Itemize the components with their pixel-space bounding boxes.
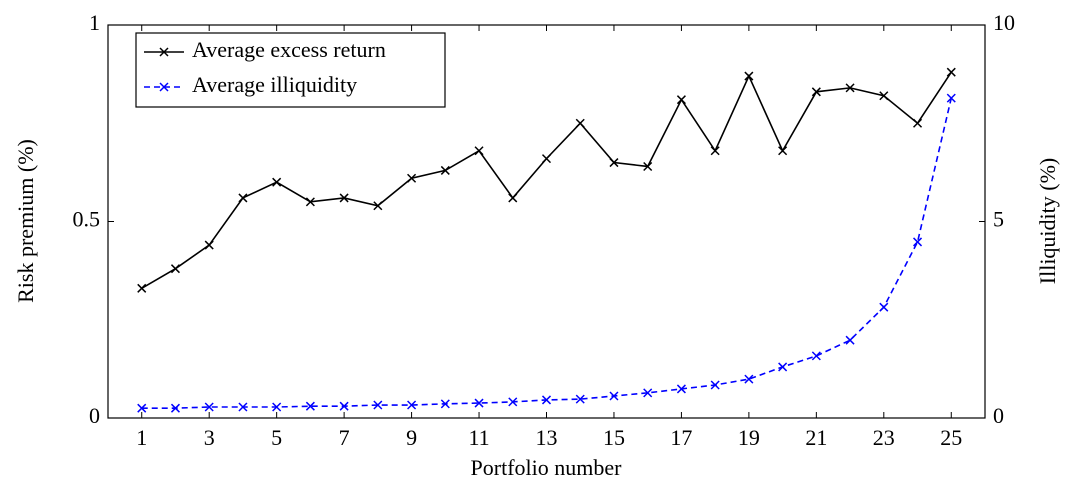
point-marker xyxy=(339,193,349,203)
point-marker xyxy=(137,283,147,293)
point-marker xyxy=(811,351,821,361)
y-axis-label: Risk premium (%) xyxy=(13,139,38,303)
point-marker xyxy=(474,398,484,408)
x-tick-label: 25 xyxy=(940,425,962,450)
point-marker xyxy=(541,154,552,164)
point-marker xyxy=(643,388,653,398)
y-tick-label: 1 xyxy=(89,10,100,35)
point-marker xyxy=(609,158,619,168)
x-tick-label: 5 xyxy=(271,425,282,450)
y2-tick-label: 5 xyxy=(993,207,1004,232)
x-tick-label: 21 xyxy=(805,425,827,450)
x-tick-label: 1 xyxy=(136,425,147,450)
point-marker xyxy=(676,384,686,394)
point-marker xyxy=(204,240,214,250)
point-marker xyxy=(137,403,147,413)
legend-marker xyxy=(159,47,169,57)
point-marker xyxy=(170,403,180,413)
point-marker xyxy=(575,394,585,404)
y-tick-label: 0.5 xyxy=(73,207,101,232)
point-marker xyxy=(575,118,585,128)
x-tick-label: 3 xyxy=(204,425,215,450)
point-marker xyxy=(710,146,720,156)
x-tick-label: 7 xyxy=(339,425,350,450)
point-marker xyxy=(305,197,315,207)
point-marker xyxy=(744,71,754,81)
x-axis-label: Portfolio number xyxy=(471,455,623,480)
point-marker xyxy=(913,237,923,247)
x-tick-label: 13 xyxy=(536,425,558,450)
point-marker xyxy=(339,401,349,411)
point-marker xyxy=(508,397,518,407)
point-marker xyxy=(946,67,956,77)
point-marker xyxy=(508,193,518,203)
point-marker xyxy=(946,93,956,103)
x-tick-label: 11 xyxy=(468,425,489,450)
point-marker xyxy=(407,400,417,410)
x-tick-label: 15 xyxy=(603,425,625,450)
legend-box xyxy=(135,32,446,108)
legend-marker xyxy=(159,82,169,92)
legend-label: Average excess return xyxy=(192,37,386,62)
x-tick-label: 23 xyxy=(873,425,895,450)
point-marker xyxy=(238,193,248,203)
y2-tick-label: 10 xyxy=(993,10,1015,35)
y2-axis-label: Illiquidity (%) xyxy=(1035,158,1060,284)
legend-label: Average illiquidity xyxy=(192,72,357,97)
x-tick-label: 17 xyxy=(670,425,692,450)
point-marker xyxy=(879,302,889,312)
point-marker xyxy=(305,401,315,411)
point-marker xyxy=(440,165,450,175)
point-marker xyxy=(407,173,417,183)
x-tick-label: 19 xyxy=(738,425,760,450)
point-marker xyxy=(845,335,855,345)
point-marker xyxy=(778,146,788,156)
point-marker xyxy=(373,201,383,211)
point-marker xyxy=(272,177,282,187)
y-tick-label: 0 xyxy=(89,403,100,428)
x-tick-label: 9 xyxy=(406,425,417,450)
point-marker xyxy=(373,400,383,410)
point-marker xyxy=(643,161,653,172)
point-marker xyxy=(744,374,754,384)
point-marker xyxy=(676,95,686,105)
point-marker xyxy=(541,395,552,405)
point-marker xyxy=(778,362,788,372)
point-marker xyxy=(170,264,180,274)
point-marker xyxy=(710,380,720,390)
point-marker xyxy=(913,118,923,128)
point-marker xyxy=(238,402,248,412)
point-marker xyxy=(204,402,214,412)
point-marker xyxy=(272,402,282,412)
point-marker xyxy=(440,399,450,409)
point-marker xyxy=(609,391,619,401)
y2-tick-label: 0 xyxy=(993,403,1004,428)
point-marker xyxy=(845,83,855,93)
point-marker xyxy=(879,91,889,101)
series-line xyxy=(141,97,953,409)
point-marker xyxy=(811,87,821,97)
point-marker xyxy=(474,146,484,156)
